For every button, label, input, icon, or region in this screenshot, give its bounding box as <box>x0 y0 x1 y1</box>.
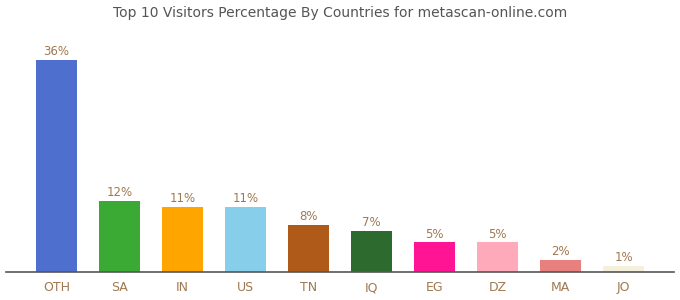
Text: 7%: 7% <box>362 216 381 229</box>
Bar <box>477 242 518 272</box>
Text: 11%: 11% <box>233 192 258 205</box>
Bar <box>288 225 329 272</box>
Text: 5%: 5% <box>488 228 507 241</box>
Text: 2%: 2% <box>551 245 570 258</box>
Bar <box>351 231 392 272</box>
Text: 1%: 1% <box>614 251 633 264</box>
Bar <box>603 266 644 272</box>
Bar <box>414 242 455 272</box>
Bar <box>540 260 581 272</box>
Bar <box>225 207 266 272</box>
Bar <box>162 207 203 272</box>
Text: 11%: 11% <box>169 192 196 205</box>
Text: 36%: 36% <box>44 45 69 58</box>
Title: Top 10 Visitors Percentage By Countries for metascan-online.com: Top 10 Visitors Percentage By Countries … <box>113 6 567 20</box>
Bar <box>36 60 77 272</box>
Text: 8%: 8% <box>299 210 318 223</box>
Bar <box>99 201 140 272</box>
Text: 5%: 5% <box>425 228 444 241</box>
Text: 12%: 12% <box>106 186 133 200</box>
